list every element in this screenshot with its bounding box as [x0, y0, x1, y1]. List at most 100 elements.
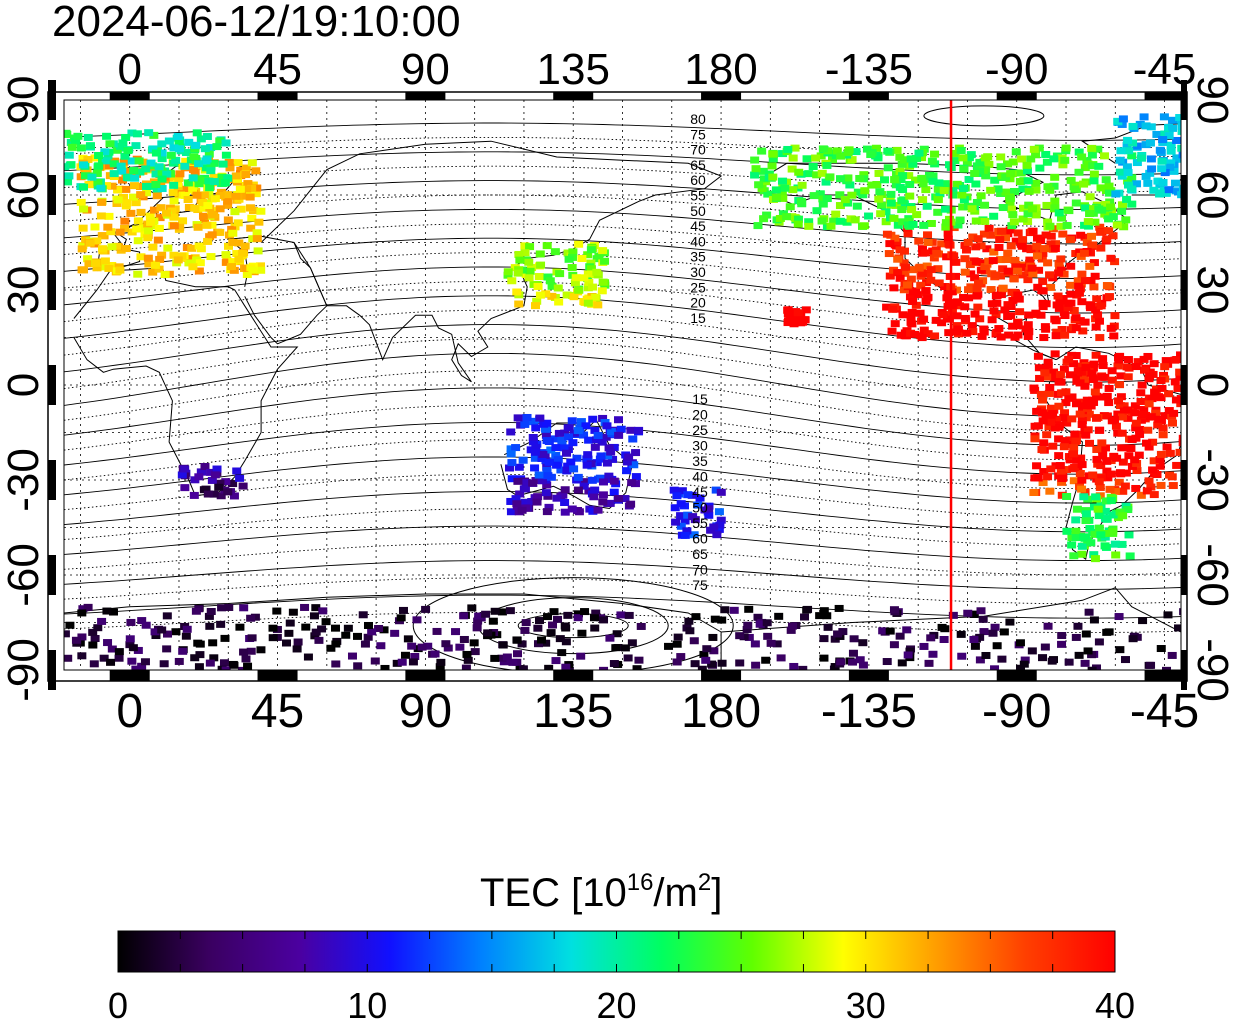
tec-cell	[168, 189, 178, 197]
tec-cell	[1071, 437, 1081, 445]
tec-cell	[634, 426, 644, 434]
tec-cell	[888, 305, 898, 313]
tec-cell	[671, 518, 681, 526]
tec-cell	[889, 641, 899, 649]
tec-cell	[772, 640, 782, 648]
tec-cell	[930, 150, 940, 158]
tec-cell	[1081, 204, 1091, 212]
tec-cell	[84, 181, 94, 189]
tec-cell	[1094, 205, 1104, 213]
tec-cell	[1024, 187, 1034, 195]
tec-cell	[871, 144, 881, 152]
tec-cell	[1176, 400, 1181, 408]
tec-cell	[221, 258, 231, 266]
tec-cell	[685, 627, 695, 635]
tec-cell	[1108, 213, 1118, 221]
tec-cell	[553, 284, 563, 292]
tec-cell	[819, 635, 829, 643]
tec-cell	[1042, 158, 1052, 166]
tec-cell	[616, 611, 626, 619]
tec-cell	[634, 656, 644, 664]
tec-cell	[994, 244, 1004, 252]
tec-cell	[229, 661, 239, 669]
tec-cell	[251, 190, 261, 198]
tec-cell	[114, 654, 124, 662]
tec-cell	[193, 223, 203, 231]
tec-cell	[131, 665, 141, 670]
mag-contour	[64, 577, 1181, 605]
tec-cell	[1113, 410, 1123, 418]
tec-cell	[209, 173, 219, 181]
tec-cell	[1054, 452, 1064, 460]
tec-cell	[934, 279, 944, 287]
tec-cell	[1114, 478, 1124, 486]
tec-cell	[1096, 228, 1106, 236]
tec-cell	[1032, 252, 1042, 260]
tec-cell	[1088, 162, 1098, 170]
tec-cell	[241, 171, 251, 179]
tec-cell	[597, 287, 607, 295]
tec-cell	[242, 271, 252, 279]
tec-cell	[950, 149, 960, 157]
tec-cell	[767, 162, 777, 170]
tec-cell	[1077, 298, 1087, 306]
tec-cell	[1050, 315, 1060, 323]
tec-cell	[1007, 288, 1017, 296]
tec-cell	[1204, 624, 1213, 631]
tec-cell	[148, 145, 158, 153]
tec-cell	[248, 235, 258, 243]
tec-cell	[889, 284, 899, 292]
tec-cell	[180, 191, 190, 199]
tec-cell	[64, 630, 70, 638]
tec-cell	[1086, 539, 1096, 547]
tec-cell	[631, 449, 641, 457]
tec-cell	[1168, 482, 1178, 490]
tec-cell	[1062, 466, 1072, 474]
tec-cell	[154, 265, 164, 273]
tec-cell	[1094, 638, 1104, 646]
tec-cell	[239, 648, 249, 656]
tec-cell	[85, 142, 95, 150]
tec-cell	[1036, 390, 1046, 398]
tec-cell	[538, 450, 548, 458]
tec-cell	[1043, 361, 1053, 369]
tec-cell	[551, 444, 561, 452]
tec-cell	[1054, 378, 1064, 386]
contour-label: 35	[692, 453, 708, 469]
tec-cell	[1027, 647, 1037, 655]
tec-cell	[922, 202, 932, 210]
tec-cell	[926, 634, 936, 642]
tec-cell	[1107, 376, 1117, 384]
tec-cell	[996, 153, 1006, 161]
tec-cell	[963, 609, 973, 617]
tec-cell	[996, 256, 1006, 264]
tec-cell	[513, 650, 523, 658]
tec-cell	[1169, 409, 1179, 417]
tec-cell	[543, 613, 553, 621]
tec-cell	[702, 645, 712, 653]
tec-cell	[77, 652, 87, 660]
tec-cell	[604, 474, 614, 482]
tec-cell	[1032, 407, 1042, 415]
tec-cell	[890, 176, 900, 184]
tec-cell	[535, 250, 545, 258]
tec-cell	[1225, 132, 1234, 139]
tec-cell	[907, 206, 917, 214]
tec-cell	[1090, 272, 1100, 280]
tec-cell	[1016, 263, 1026, 271]
tec-cell	[787, 622, 797, 630]
tec-cell	[992, 642, 1002, 650]
tec-cell	[1034, 364, 1044, 372]
mag-contour	[64, 194, 1181, 228]
tec-cell	[1144, 443, 1154, 451]
tec-cell	[959, 196, 969, 204]
tec-cell	[750, 171, 760, 179]
frame-tick-bottom	[996, 670, 1037, 681]
tec-cell	[626, 426, 636, 434]
tec-cell	[897, 160, 907, 168]
tec-cell	[1178, 434, 1181, 442]
tec-cell	[221, 666, 231, 670]
y-left-tick-label: -90	[0, 638, 48, 702]
tec-cell	[1050, 245, 1060, 253]
tec-cell	[562, 466, 572, 474]
